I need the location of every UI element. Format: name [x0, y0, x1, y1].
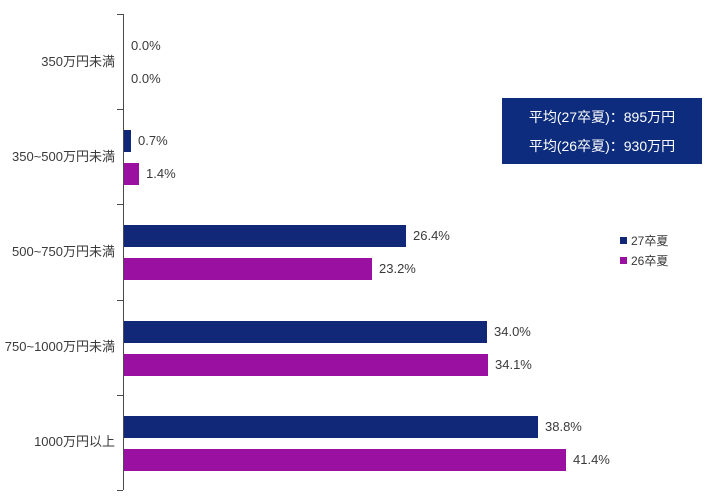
category-label: 1000万円以上: [34, 434, 115, 450]
axis-tick: [117, 14, 123, 15]
axis-tick: [117, 204, 123, 206]
axis-tick: [117, 394, 123, 396]
value-label: 34.1%: [495, 356, 532, 372]
bar-26卒夏-350~500万円未満: [124, 163, 139, 186]
bar-26卒夏-500~750万円未満: [124, 258, 372, 281]
value-label: 34.0%: [494, 323, 531, 339]
legend-swatch-26-icon: [620, 256, 627, 264]
value-label: 41.4%: [573, 451, 610, 467]
value-label: 26.4%: [413, 228, 450, 244]
average-annotation-box: 平均(27卒夏)：895万円 平均(26卒夏)：930万円: [502, 98, 702, 164]
average-26-text: 平均(26卒夏)：930万円: [528, 137, 676, 154]
value-label: 1.4%: [146, 166, 176, 182]
legend-item-26: 26卒夏: [620, 253, 669, 268]
axis-tick: [117, 299, 123, 301]
legend-swatch-27-icon: [620, 236, 627, 244]
value-label: 0.7%: [138, 133, 168, 149]
value-label: 23.2%: [379, 261, 416, 277]
legend: 27卒夏 26卒夏: [620, 233, 668, 273]
bar-27卒夏-350~500万円未満: [124, 130, 131, 153]
axis-tick: [117, 490, 123, 491]
category-label: 350~500万円未満: [12, 148, 115, 164]
value-label: 38.8%: [545, 418, 582, 434]
y-axis-line: [123, 14, 124, 490]
axis-tick: [117, 109, 123, 111]
legend-label-27: 27卒夏: [631, 233, 669, 248]
bar-26卒夏-1000万円以上: [124, 448, 566, 471]
category-label: 750~1000万円未満: [4, 339, 115, 355]
bar-27卒夏-500~750万円未満: [124, 225, 406, 248]
bar-27卒夏-750~1000万円未満: [124, 320, 487, 343]
category-label: 350万円未満: [41, 53, 115, 69]
legend-label-26: 26卒夏: [631, 253, 669, 268]
value-label: 0.0%: [131, 38, 161, 53]
bar-26卒夏-750~1000万円未満: [124, 353, 488, 376]
category-label: 500~750万円未満: [12, 244, 115, 259]
value-label: 0.0%: [131, 71, 161, 86]
average-27-text: 平均(27卒夏)：895万円: [528, 108, 676, 125]
legend-item-27: 27卒夏: [620, 233, 669, 248]
bar-27卒夏-1000万円以上: [124, 415, 538, 438]
